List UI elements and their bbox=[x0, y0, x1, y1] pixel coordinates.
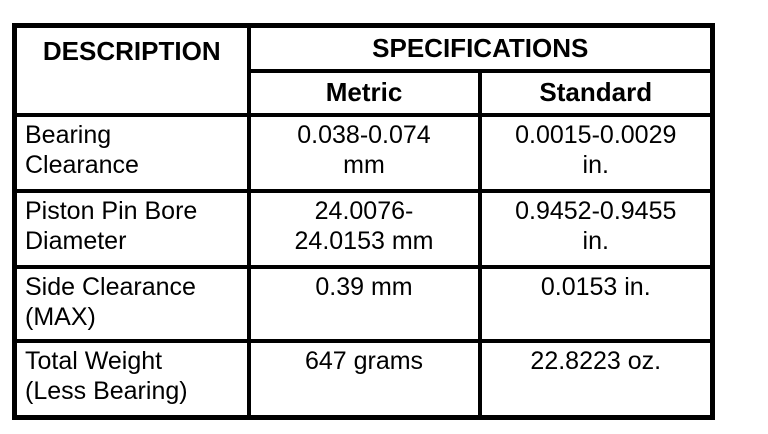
table-row: Piston Pin Bore Diameter 24.0076- 24.015… bbox=[12, 188, 715, 269]
row-standard-value: 0.0153 in. bbox=[477, 264, 715, 343]
specifications-table: DESCRIPTION SPECIFICATIONS Metric Standa… bbox=[12, 23, 716, 420]
table-header: DESCRIPTION SPECIFICATIONS Metric Standa… bbox=[12, 23, 715, 117]
row-standard-value: 22.8223 oz. bbox=[477, 338, 715, 420]
header-row-top: DESCRIPTION SPECIFICATIONS bbox=[12, 23, 715, 117]
row-description: Side Clearance (MAX) bbox=[12, 264, 251, 343]
row-metric-value: 0.39 mm bbox=[246, 264, 482, 343]
table-row: Total Weight (Less Bearing) 647 grams 22… bbox=[12, 338, 715, 420]
header-specifications: SPECIFICATIONS bbox=[246, 23, 715, 73]
row-standard-value: 0.0015-0.0029 in. bbox=[477, 112, 715, 193]
header-metric: Metric bbox=[246, 68, 482, 117]
table-row: Side Clearance (MAX) 0.39 mm 0.0153 in. bbox=[12, 264, 715, 343]
row-description: Piston Pin Bore Diameter bbox=[12, 188, 251, 269]
row-description: Bearing Clearance bbox=[12, 112, 251, 193]
row-metric-value: 24.0076- 24.0153 mm bbox=[246, 188, 482, 269]
row-metric-value: 0.038-0.074 mm bbox=[246, 112, 482, 193]
table-body: Bearing Clearance 0.038-0.074 mm 0.0015-… bbox=[12, 112, 715, 420]
table-row: Bearing Clearance 0.038-0.074 mm 0.0015-… bbox=[12, 112, 715, 193]
row-description: Total Weight (Less Bearing) bbox=[12, 338, 251, 420]
row-metric-value: 647 grams bbox=[246, 338, 482, 420]
row-standard-value: 0.9452-0.9455 in. bbox=[477, 188, 715, 269]
header-standard: Standard bbox=[477, 68, 715, 117]
header-description: DESCRIPTION bbox=[12, 23, 251, 117]
header-row-units: Metric Standard bbox=[15, 68, 715, 117]
